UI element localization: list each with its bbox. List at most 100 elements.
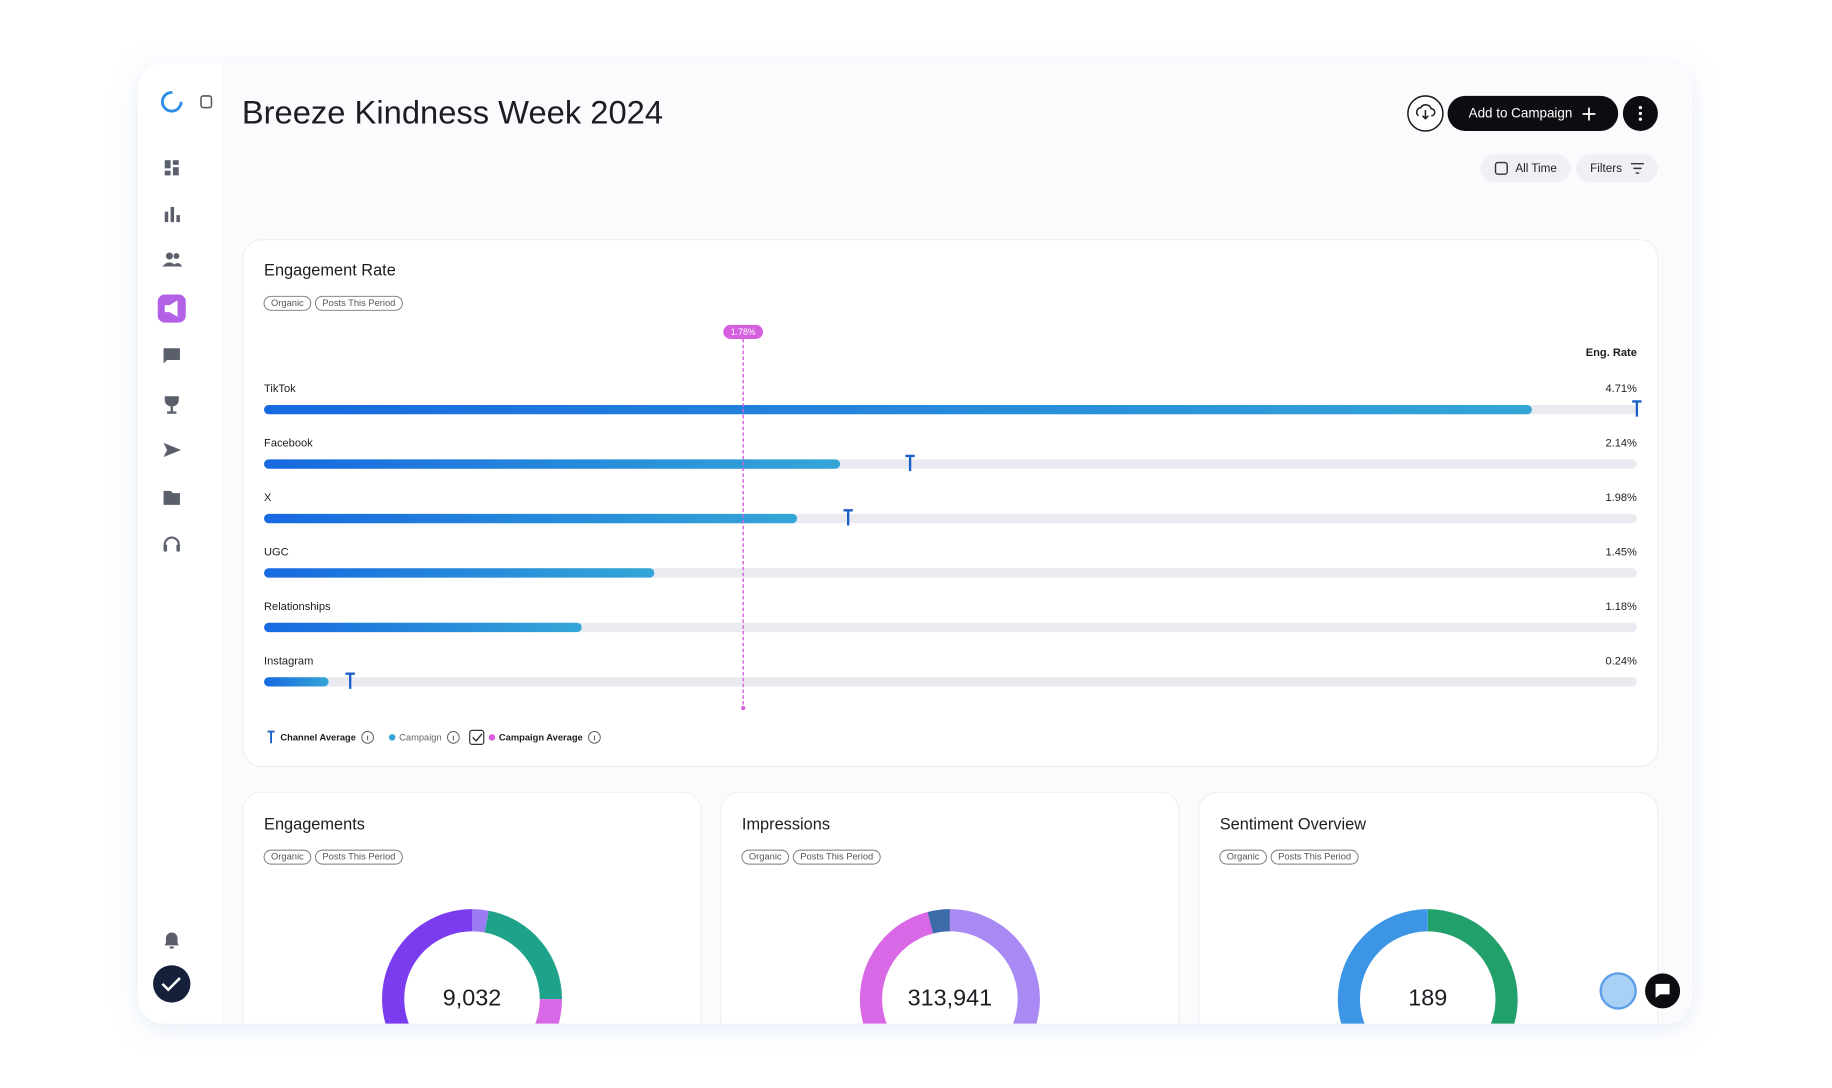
legend-pin — [267, 730, 275, 744]
tag-label: Organic — [749, 852, 782, 862]
donut-segment — [484, 910, 562, 1000]
donut-segment — [526, 998, 562, 1024]
nav-support[interactable] — [163, 536, 180, 550]
card-title: Sentiment Overview — [1220, 815, 1366, 833]
nav-send[interactable] — [163, 442, 182, 457]
tag-label: Organic — [271, 852, 304, 862]
donut-total: 189 — [1408, 984, 1447, 1010]
more-icon — [1638, 105, 1643, 121]
period-button-label[interactable]: All Time — [1515, 162, 1557, 175]
add-icon — [1582, 107, 1596, 121]
engagements-card — [242, 791, 702, 1024]
tag — [792, 849, 881, 865]
assistant-button[interactable] — [1599, 972, 1637, 1010]
checkbox-tick — [472, 733, 483, 742]
chat-icon — [1655, 983, 1670, 998]
tag — [1219, 849, 1267, 865]
bar — [264, 677, 329, 687]
value-header: Eng. Rate — [1586, 347, 1637, 359]
page-title: Breeze Kindness Week 2024 — [242, 93, 663, 130]
logo — [160, 90, 183, 113]
tag — [741, 849, 790, 865]
channel-average-marker — [843, 509, 853, 526]
channel-average-marker — [905, 454, 915, 472]
sidebar — [153, 90, 213, 1003]
donut-segment — [927, 909, 951, 934]
engagement-card — [242, 239, 1659, 768]
card-title: Engagements — [264, 815, 365, 833]
nav-files[interactable] — [163, 490, 180, 505]
category-label: Relationships — [264, 601, 331, 613]
tag — [263, 849, 312, 865]
category-label: X — [264, 492, 272, 504]
tag-label: Posts This Period — [322, 852, 395, 862]
value-label: 1.18% — [1605, 601, 1637, 613]
notifications[interactable] — [164, 932, 179, 949]
filters-icon — [1631, 162, 1644, 174]
card-title: Impressions — [742, 815, 830, 833]
category-label: TikTok — [264, 383, 296, 395]
legend-dot — [488, 734, 496, 741]
bar — [264, 404, 1532, 415]
category-label: Facebook — [264, 438, 313, 450]
category-label: Instagram — [264, 655, 313, 667]
legend-checkbox[interactable] — [469, 729, 485, 745]
value-label: 2.14% — [1605, 438, 1637, 450]
bar — [264, 622, 582, 633]
tag — [314, 849, 403, 865]
nav-awards[interactable] — [164, 396, 179, 414]
donut-segment — [382, 909, 545, 1024]
card-title: Engagement Rate — [264, 261, 396, 279]
donut-segment — [859, 911, 994, 1024]
tag-label: Posts This Period — [322, 298, 395, 308]
campaign-average-dot — [741, 706, 746, 711]
add-button-label[interactable]: Add to Campaign — [1469, 106, 1573, 121]
period-button[interactable] — [1480, 154, 1571, 183]
donut-total: 313,941 — [908, 984, 992, 1010]
download-button[interactable] — [1407, 95, 1444, 132]
campaign-average-label: 1.78% — [731, 327, 756, 337]
content: Breeze Kindness Week 2024 Add to Campaig… — [153, 63, 1692, 1024]
tag-label: Posts This Period — [1278, 852, 1351, 862]
add-button[interactable] — [1447, 95, 1619, 131]
value-label: 1.45% — [1605, 546, 1637, 558]
filters-button-label[interactable]: Filters — [1590, 162, 1622, 175]
bar — [264, 568, 655, 578]
bar — [264, 513, 798, 524]
nav-dashboard[interactable] — [164, 160, 179, 176]
tag-label: Posts This Period — [800, 852, 873, 862]
info-icon — [361, 731, 374, 744]
avatar-check — [161, 977, 181, 992]
value-label: 0.24% — [1605, 655, 1637, 667]
info-icon — [447, 731, 460, 744]
legend-label: Campaign — [399, 732, 442, 742]
tag — [1270, 849, 1359, 865]
category-label: UGC — [264, 546, 289, 558]
campaign-average-pill — [723, 324, 764, 339]
legend-dot — [388, 734, 396, 741]
nav-analytics[interactable] — [164, 206, 180, 223]
channel-average-marker — [1632, 400, 1642, 417]
impressions-card — [720, 791, 1180, 1024]
nav-campaigns-icon — [164, 300, 178, 317]
tag — [263, 295, 312, 311]
value-label: 1.98% — [1605, 492, 1637, 504]
info-icon — [588, 731, 601, 744]
filters-button[interactable] — [1576, 154, 1658, 183]
nav-people[interactable] — [162, 252, 183, 267]
tag — [314, 295, 403, 311]
donut-segment — [1427, 909, 1518, 1024]
legend-label: Campaign Average — [499, 732, 583, 742]
value-label: 4.71% — [1605, 383, 1637, 395]
nav-messages[interactable] — [163, 348, 180, 364]
bar-track — [264, 622, 1637, 633]
donut-segment — [949, 909, 1040, 1024]
collapse-toggle[interactable] — [200, 95, 213, 109]
tag-label: Organic — [271, 298, 304, 308]
legend-label: Channel Average — [280, 732, 356, 742]
user-avatar[interactable] — [153, 965, 191, 1003]
bar-track — [264, 677, 1637, 687]
donut-segment — [1337, 909, 1429, 1024]
